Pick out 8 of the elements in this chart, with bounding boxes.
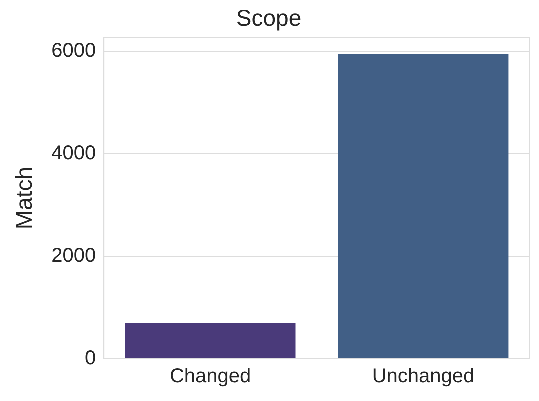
x-tick-label: Changed <box>170 366 252 388</box>
y-tick-label: 2000 <box>52 244 96 267</box>
y-tick-label: 6000 <box>52 40 96 62</box>
chart-title: Scope <box>236 5 302 32</box>
y-tick-label: 0 <box>84 348 96 370</box>
x-tick-label: Unchanged <box>372 366 475 388</box>
y-axis-title: Match <box>11 166 38 230</box>
y-tick-label: 4000 <box>52 142 96 164</box>
